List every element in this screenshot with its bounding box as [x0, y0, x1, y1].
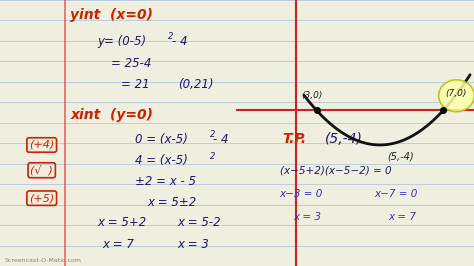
Text: x = 3: x = 3 [293, 212, 321, 222]
Text: (0,21): (0,21) [178, 78, 213, 91]
Text: (5,-4): (5,-4) [387, 152, 414, 162]
Text: x = 7: x = 7 [389, 212, 417, 222]
Text: 2: 2 [210, 152, 215, 161]
Text: ±2 = x - 5: ±2 = x - 5 [135, 175, 196, 188]
Text: (+5): (+5) [29, 193, 55, 203]
Text: 2: 2 [168, 32, 173, 41]
Text: (+4): (+4) [29, 140, 55, 150]
Text: (√  ): (√ ) [30, 165, 53, 176]
Text: x−7 = 0: x−7 = 0 [374, 189, 418, 199]
Text: 4 = (x-5): 4 = (x-5) [135, 155, 188, 167]
Text: x = 5+2: x = 5+2 [97, 217, 146, 229]
Text: (3,0): (3,0) [301, 91, 323, 100]
Text: Screencast-O-Matic.com: Screencast-O-Matic.com [5, 258, 82, 263]
Text: (x−5+2)(x−5−2) = 0: (x−5+2)(x−5−2) = 0 [280, 165, 391, 175]
Text: (7,0): (7,0) [446, 89, 467, 98]
Text: - 4: - 4 [172, 35, 187, 48]
Text: T.P.: T.P. [282, 132, 306, 146]
Text: x = 3: x = 3 [178, 238, 210, 251]
Text: xint  (y=0): xint (y=0) [70, 108, 153, 122]
Text: 2: 2 [210, 130, 215, 139]
Ellipse shape [439, 80, 474, 112]
Text: x = 5-2: x = 5-2 [178, 217, 221, 229]
Text: x = 7: x = 7 [102, 238, 134, 251]
Text: (5,-4): (5,-4) [325, 132, 363, 146]
Text: = 25-4: = 25-4 [111, 57, 152, 69]
Text: yint  (x=0): yint (x=0) [70, 8, 153, 22]
Text: - 4: - 4 [213, 133, 229, 146]
Text: x = 5±2: x = 5±2 [147, 196, 196, 209]
Text: 0 = (x-5): 0 = (x-5) [135, 133, 188, 146]
Text: = 21: = 21 [121, 78, 149, 91]
Text: y= (0-5): y= (0-5) [97, 35, 146, 48]
Text: x−3 = 0: x−3 = 0 [280, 189, 323, 199]
